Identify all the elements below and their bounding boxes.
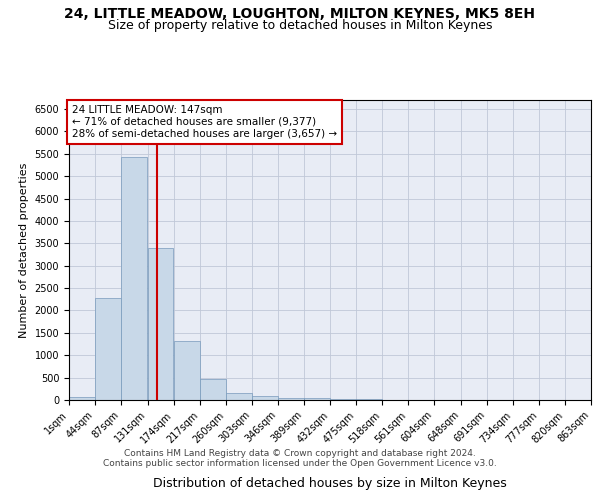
Y-axis label: Number of detached properties: Number of detached properties: [19, 162, 29, 338]
Bar: [304, 398, 329, 400]
Text: Size of property relative to detached houses in Milton Keynes: Size of property relative to detached ho…: [108, 19, 492, 32]
Bar: [148, 248, 173, 400]
Text: Contains HM Land Registry data © Crown copyright and database right 2024.: Contains HM Land Registry data © Crown c…: [124, 448, 476, 458]
Bar: [174, 342, 199, 400]
Bar: [121, 157, 148, 400]
Bar: [70, 396, 95, 400]
Bar: [278, 398, 304, 400]
Bar: [356, 399, 382, 400]
Bar: [226, 393, 251, 400]
Text: 24, LITTLE MEADOW, LOUGHTON, MILTON KEYNES, MK5 8EH: 24, LITTLE MEADOW, LOUGHTON, MILTON KEYN…: [65, 8, 536, 22]
Text: Contains public sector information licensed under the Open Government Licence v3: Contains public sector information licen…: [103, 458, 497, 468]
Bar: [95, 298, 121, 400]
Text: 24 LITTLE MEADOW: 147sqm
← 71% of detached houses are smaller (9,377)
28% of sem: 24 LITTLE MEADOW: 147sqm ← 71% of detach…: [72, 106, 337, 138]
Text: Distribution of detached houses by size in Milton Keynes: Distribution of detached houses by size …: [153, 477, 507, 490]
Bar: [252, 396, 278, 400]
Bar: [331, 398, 356, 400]
Bar: [200, 378, 226, 400]
